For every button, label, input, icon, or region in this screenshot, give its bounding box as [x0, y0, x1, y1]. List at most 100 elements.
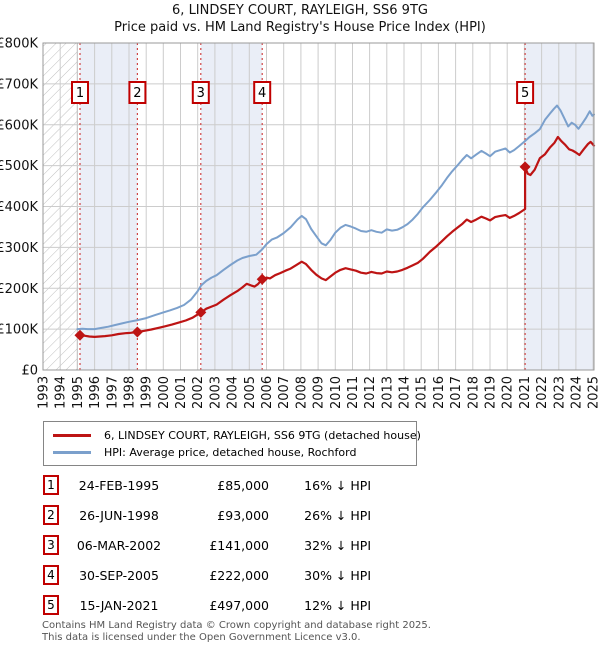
sale-number-box: 5 [43, 595, 59, 615]
y-tick-label: £800K [0, 37, 38, 52]
sale-date: 15-JAN-2021 [79, 597, 159, 613]
x-tick-label: 2002 [191, 376, 206, 409]
x-tick-label: 2007 [277, 376, 292, 409]
x-tick-label: 2011 [346, 376, 361, 409]
sale-number-box: 4 [43, 565, 59, 585]
sale-price: £141,000 [209, 537, 269, 553]
sale-price: £93,000 [217, 507, 269, 523]
sale-date: 24-FEB-1995 [78, 477, 160, 493]
hpi-line-swatch [53, 451, 91, 454]
x-tick-label: 2019 [484, 376, 499, 409]
legend-item-hpi: HPI: Average price, detached house, Roch… [44, 444, 416, 461]
sale-number-box [128, 81, 147, 104]
property-price-line [76, 135, 596, 338]
x-tick-label: 2022 [535, 376, 550, 409]
footer-line-1: Contains HM Land Registry data © Crown c… [42, 620, 431, 631]
x-tick-label: 1993 [37, 376, 52, 409]
x-tick-label: 1999 [140, 376, 155, 409]
sales-table: 1 24-FEB-1995 £85,000 16% ↓ HPI 2 26-JUN-1998… [43, 470, 371, 620]
footer-line-2: This data is licensed under the Open Gov… [42, 631, 361, 643]
page-title: 6, LINDSEY COURT, RAYLEIGH, SS6 9TG [172, 3, 428, 18]
sale-row: 2 26-JUN-1998 £93,000 26% ↓ HPI [43, 500, 371, 530]
sale-vs-hpi: 30% ↓ HPI [304, 567, 371, 583]
x-tick-label: 2018 [466, 376, 481, 409]
x-tick-label: 2001 [174, 376, 189, 409]
y-tick-label: £100K [0, 323, 38, 338]
sale-price: £85,000 [217, 477, 269, 493]
sale-date: 06-MAR-2002 [76, 537, 162, 553]
sale-number-box [71, 81, 89, 104]
chart-legend: 6, LINDSEY COURT, RAYLEIGH, SS6 9TG (det… [43, 421, 421, 466]
sale-marker-diamond [131, 326, 143, 338]
x-tick-label: 1995 [71, 376, 86, 409]
sale-date: 26-JUN-1998 [79, 507, 159, 523]
sale-number: 5 [521, 86, 529, 101]
x-tick-label: 2023 [552, 376, 567, 409]
x-tick-label: 2024 [569, 376, 584, 409]
x-tick-label: 2017 [449, 376, 464, 409]
sale-number-box: 1 [43, 475, 59, 495]
sale-number-box: 3 [43, 535, 59, 555]
legend-item-property: 6, LINDSEY COURT, RAYLEIGH, SS6 9TG (det… [44, 427, 421, 444]
y-tick-label: £0 [21, 364, 38, 379]
sale-marker-diamond [74, 329, 86, 341]
footer: Contains HM Land Registry data © Crown c… [42, 620, 431, 643]
sale-price: £497,000 [209, 597, 269, 613]
sale-marker-diamond [256, 273, 268, 285]
x-tick-label: 2013 [380, 376, 395, 409]
sale-vs-hpi: 26% ↓ HPI [304, 507, 371, 523]
y-tick-label: £300K [0, 241, 38, 256]
x-tick-label: 1997 [105, 376, 120, 409]
y-tick-label: £400K [0, 200, 38, 215]
x-tick-label: 2000 [157, 376, 172, 409]
hpi-line [76, 104, 595, 331]
x-tick-label: 2003 [208, 376, 223, 409]
x-tick-label: 2010 [329, 376, 344, 409]
sale-number-box [253, 81, 272, 104]
sale-number-box: 2 [43, 505, 59, 525]
sale-number: 2 [133, 86, 141, 101]
legend-label-hpi: HPI: Average price, detached house, Roch… [104, 446, 357, 459]
y-tick-label: £700K [0, 77, 38, 92]
sale-number-box [191, 81, 210, 104]
x-tick-label: 1996 [88, 376, 103, 409]
y-tick-label: £500K [0, 159, 38, 174]
sale-number: 3 [197, 86, 205, 101]
sale-row: 5 15-JAN-2021 £497,000 12% ↓ HPI [43, 590, 371, 620]
y-tick-label: £600K [0, 118, 38, 133]
sale-vs-hpi: 16% ↓ HPI [304, 477, 371, 493]
sale-vs-hpi: 12% ↓ HPI [304, 597, 371, 613]
y-tick-label: £200K [0, 282, 38, 297]
sale-price: £222,000 [209, 567, 269, 583]
x-tick-label: 2005 [243, 376, 258, 409]
property-line-swatch [53, 434, 91, 437]
legend-label-property: 6, LINDSEY COURT, RAYLEIGH, SS6 9TG (det… [104, 429, 421, 442]
x-tick-label: 1994 [54, 376, 69, 409]
page-subtitle: Price paid vs. HM Land Registry's House … [114, 20, 486, 35]
sale-row: 4 30-SEP-2005 £222,000 30% ↓ HPI [43, 560, 371, 590]
x-tick-label: 2012 [363, 376, 378, 409]
x-tick-label: 2025 [587, 376, 600, 409]
sale-row: 3 06-MAR-2002 £141,000 32% ↓ HPI [43, 530, 371, 560]
sale-number-box [516, 81, 535, 104]
price-chart: 1993 1994 1995 1996 1997 1998 1999 2000 2001 2002… [0, 37, 600, 410]
sale-row: 1 24-FEB-1995 £85,000 16% ↓ HPI [43, 470, 371, 500]
x-tick-label: 2016 [432, 376, 447, 409]
sale-vs-hpi: 32% ↓ HPI [304, 537, 371, 553]
x-tick-label: 2009 [312, 376, 327, 409]
sale-marker-diamond [195, 306, 207, 318]
x-tick-label: 2020 [501, 376, 516, 409]
sale-date: 30-SEP-2005 [79, 567, 159, 583]
sale-number: 1 [76, 86, 84, 101]
x-tick-label: 2021 [518, 376, 533, 409]
x-tick-label: 2015 [415, 376, 430, 409]
sale-number: 4 [258, 86, 266, 101]
x-tick-label: 1998 [123, 376, 138, 409]
sale-marker-diamond [519, 161, 531, 173]
x-tick-label: 2014 [398, 376, 413, 409]
x-tick-label: 2004 [226, 376, 241, 409]
x-tick-label: 2006 [260, 376, 275, 409]
x-tick-label: 2008 [294, 376, 309, 409]
plot-border [42, 42, 595, 371]
